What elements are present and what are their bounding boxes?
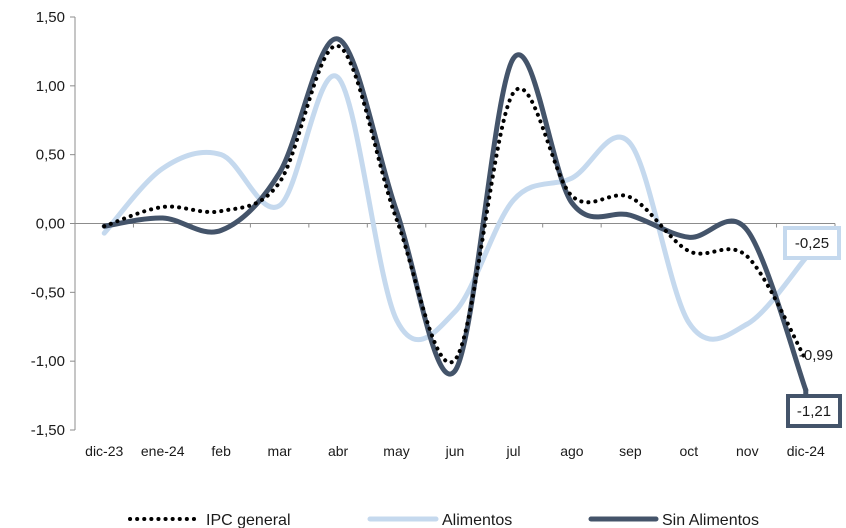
x-tick-label: abr [328, 443, 349, 459]
end-label-sin-alimentos: -1,21 [797, 403, 831, 420]
axes: 1,50 1,00 0,50 0,00 -0,50 -1,00 -1,50 dic-23 ene… [31, 9, 836, 459]
end-label-box-alimentos [783, 226, 841, 260]
x-tick-label: nov [736, 443, 759, 459]
x-tick-label: dic-24 [787, 443, 825, 459]
y-tick-label: 1,00 [36, 78, 65, 95]
x-tick-label: ago [560, 443, 584, 459]
end-label-ipc: -0,99 [799, 347, 833, 364]
series-line-ipc [102, 43, 808, 365]
series-line-alimentos [101, 73, 809, 343]
y-tick-label: 0,00 [36, 216, 65, 233]
end-label-alimentos: -0,25 [795, 235, 829, 252]
y-tick-label: 0,50 [36, 147, 65, 164]
y-tick-label: 1,50 [36, 9, 65, 26]
x-tick-label: feb [211, 443, 231, 459]
x-tick-label: jun [445, 443, 465, 459]
x-tick-label: jul [505, 443, 520, 459]
legend-label-alimentos: Alimentos [442, 512, 512, 528]
y-tick-label: -1,50 [31, 422, 65, 439]
end-label-box-sin-alimentos [786, 394, 842, 428]
x-tick-label: dic-23 [85, 443, 123, 459]
x-tick-label: sep [619, 443, 642, 459]
end-value-labels: -0,25 -0,99 -1,21 [783, 226, 842, 428]
y-tick-label: -0,50 [31, 284, 65, 301]
x-tick-label: may [383, 443, 409, 459]
legend: IPC general Alimentos Sin Alimentos [128, 512, 759, 528]
legend-label-ipc: IPC general [206, 512, 291, 528]
x-tick-label: mar [268, 443, 292, 459]
x-tick-label: oct [680, 443, 699, 459]
series-lines [101, 36, 809, 393]
x-tick-label: ene-24 [141, 443, 185, 459]
legend-label-sin-alimentos: Sin Alimentos [662, 512, 759, 528]
y-tick-label: -1,00 [31, 353, 65, 370]
